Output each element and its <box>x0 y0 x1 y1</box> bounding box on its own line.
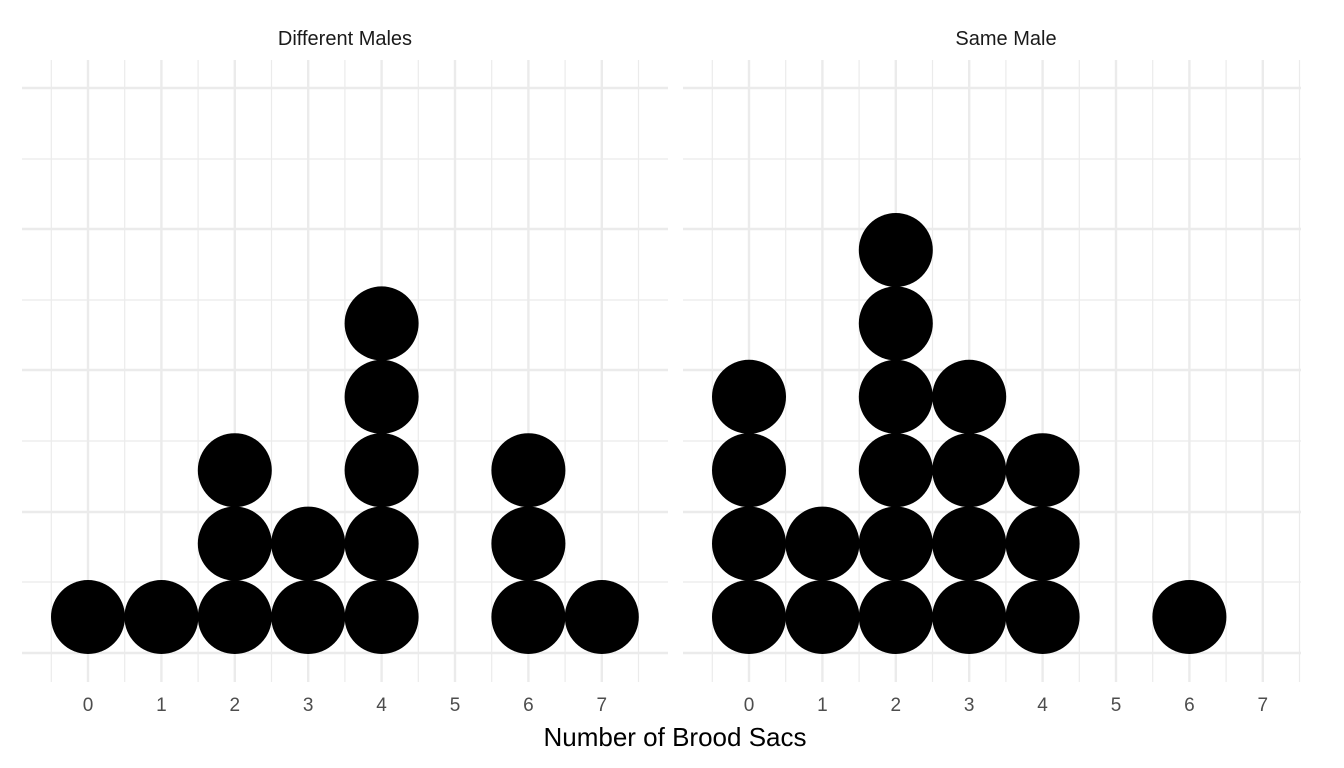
dot <box>712 580 786 654</box>
panel-same-male: 0 1 2 3 4 5 6 7 Same Male <box>683 28 1301 716</box>
x-tick-label: 5 <box>450 695 461 716</box>
x-tick-label: 7 <box>1258 695 1269 716</box>
x-tick-label: 2 <box>891 695 902 716</box>
dot <box>785 506 860 581</box>
dot <box>344 433 419 508</box>
dot <box>858 433 933 508</box>
x-tick-label: 3 <box>964 695 975 716</box>
x-axis-title: Number of Brood Sacs <box>543 722 806 752</box>
dot <box>785 580 860 654</box>
facet-title: Same Male <box>955 28 1056 50</box>
dot <box>197 433 272 508</box>
dot <box>344 286 419 361</box>
dot <box>858 213 933 287</box>
dot <box>491 580 566 654</box>
dot <box>858 359 933 434</box>
x-tick-label: 6 <box>1184 695 1195 716</box>
x-tick-label: 2 <box>230 695 241 716</box>
x-tick-label: 6 <box>523 695 534 716</box>
panel-dots <box>712 213 1227 654</box>
panel-different-males: 0 1 2 3 4 5 6 7 Different Males <box>22 28 668 716</box>
dot <box>712 433 786 508</box>
x-tick-label: 7 <box>597 695 608 716</box>
facet-title: Different Males <box>278 28 412 50</box>
dot <box>197 580 272 654</box>
dot <box>932 580 1007 654</box>
x-tick-label: 1 <box>156 695 167 716</box>
panel-x-ticks: 0 1 2 3 4 5 6 7 <box>744 695 1268 716</box>
dot <box>51 580 125 654</box>
dot <box>712 359 786 434</box>
panel-dots <box>51 286 639 654</box>
x-tick-label: 4 <box>1037 695 1048 716</box>
x-tick-label: 5 <box>1111 695 1122 716</box>
x-tick-label: 1 <box>817 695 828 716</box>
dot <box>344 359 419 434</box>
dot <box>491 506 566 581</box>
x-tick-label: 4 <box>376 695 387 716</box>
x-tick-label: 3 <box>303 695 314 716</box>
panel-x-ticks: 0 1 2 3 4 5 6 7 <box>83 695 607 716</box>
dot <box>344 580 419 654</box>
dot <box>564 580 639 654</box>
dot <box>932 433 1007 508</box>
dot <box>197 506 272 581</box>
dot <box>712 506 786 581</box>
dot <box>344 506 419 581</box>
dot <box>858 506 933 581</box>
dot <box>932 359 1007 434</box>
dot <box>1005 433 1080 508</box>
dot <box>124 580 199 654</box>
x-tick-label: 0 <box>83 695 94 716</box>
dot <box>932 506 1007 581</box>
dot <box>1005 506 1080 581</box>
dot <box>271 506 346 581</box>
dot <box>858 286 933 361</box>
dot <box>1005 580 1080 654</box>
dot <box>491 433 566 508</box>
dot <box>271 580 346 654</box>
dot <box>1152 580 1227 654</box>
x-tick-label: 0 <box>744 695 755 716</box>
dot <box>858 580 933 654</box>
panel-grid <box>22 60 668 682</box>
